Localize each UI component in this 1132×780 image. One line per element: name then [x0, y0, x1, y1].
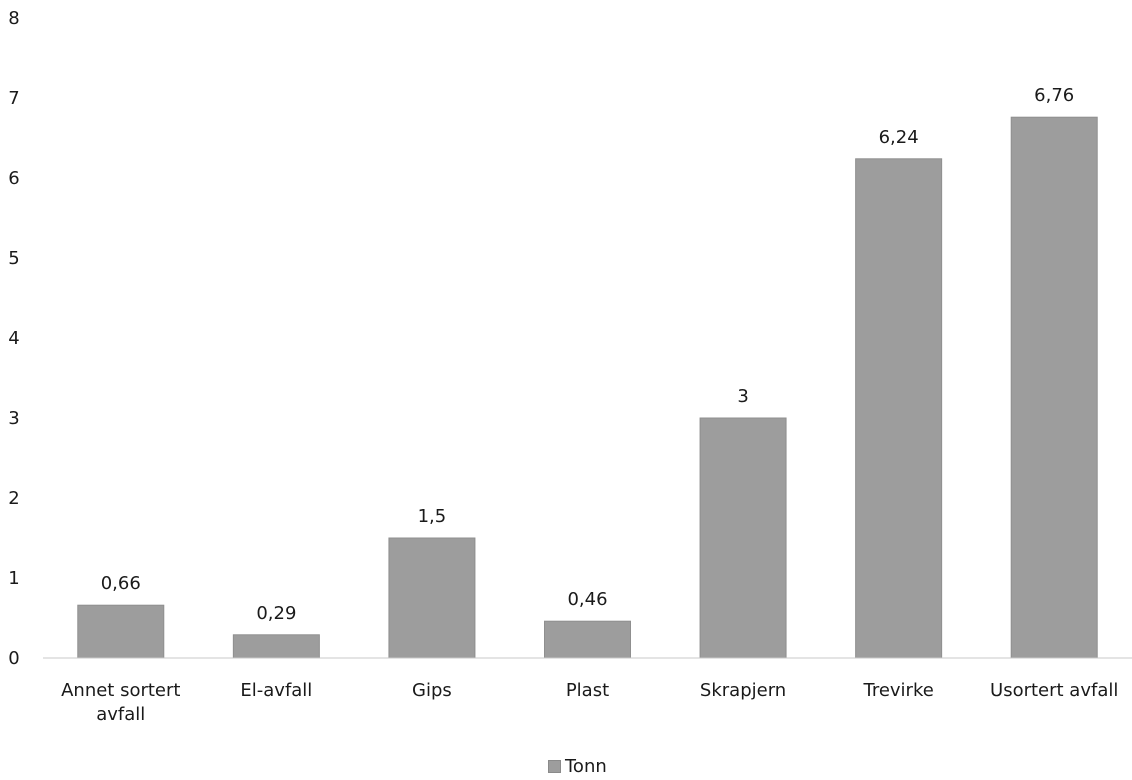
data-labels: 0,66 0,29 1,5 0,46 3 6,24 6,76	[101, 85, 1075, 624]
bar	[855, 158, 943, 659]
legend-label: Tonn	[565, 756, 607, 777]
bar	[1010, 116, 1098, 659]
data-label: 6,76	[1034, 85, 1074, 106]
bar	[544, 620, 631, 659]
data-label: 1,5	[418, 506, 447, 527]
x-category-label: Annet sortert avfall	[61, 680, 180, 725]
data-label: 6,24	[879, 127, 919, 148]
bar	[699, 417, 787, 659]
x-category-label: Usortert avfall	[990, 680, 1118, 701]
bar-chart: 0 1 2 3 4 5 6 7 8 0,66 0,29 1,5 0,46 3 6,24 6,76 Annet…	[8, 8, 1132, 725]
y-tick-label: 7	[8, 88, 19, 109]
x-category-label: Trevirke	[862, 680, 933, 701]
bar	[388, 537, 476, 659]
data-label: 0,29	[256, 603, 296, 624]
y-tick-label: 4	[8, 328, 19, 349]
x-category-label: Plast	[566, 680, 609, 701]
bars	[77, 116, 1098, 659]
legend-swatch	[548, 760, 561, 773]
y-tick-label: 1	[8, 568, 19, 589]
y-tick-label: 0	[8, 648, 19, 669]
y-tick-label: 2	[8, 488, 19, 509]
bar	[77, 604, 165, 659]
data-label: 3	[737, 386, 748, 407]
y-tick-label: 8	[8, 8, 19, 29]
y-tick-label: 3	[8, 408, 19, 429]
x-category-label: El-avfall	[240, 680, 312, 701]
data-label: 0,66	[101, 573, 141, 594]
y-tick-label: 6	[8, 168, 19, 189]
bar	[232, 634, 320, 659]
x-category-label: Gips	[412, 680, 452, 701]
x-category-label: Skrapjern	[700, 680, 786, 701]
y-tick-label: 5	[8, 248, 19, 269]
y-axis: 0 1 2 3 4 5 6 7 8	[8, 8, 19, 669]
x-axis: Annet sortert avfall El-avfall Gips Plast Skr…	[43, 657, 1132, 725]
data-label: 0,46	[567, 589, 607, 610]
legend: Tonn	[548, 756, 607, 777]
